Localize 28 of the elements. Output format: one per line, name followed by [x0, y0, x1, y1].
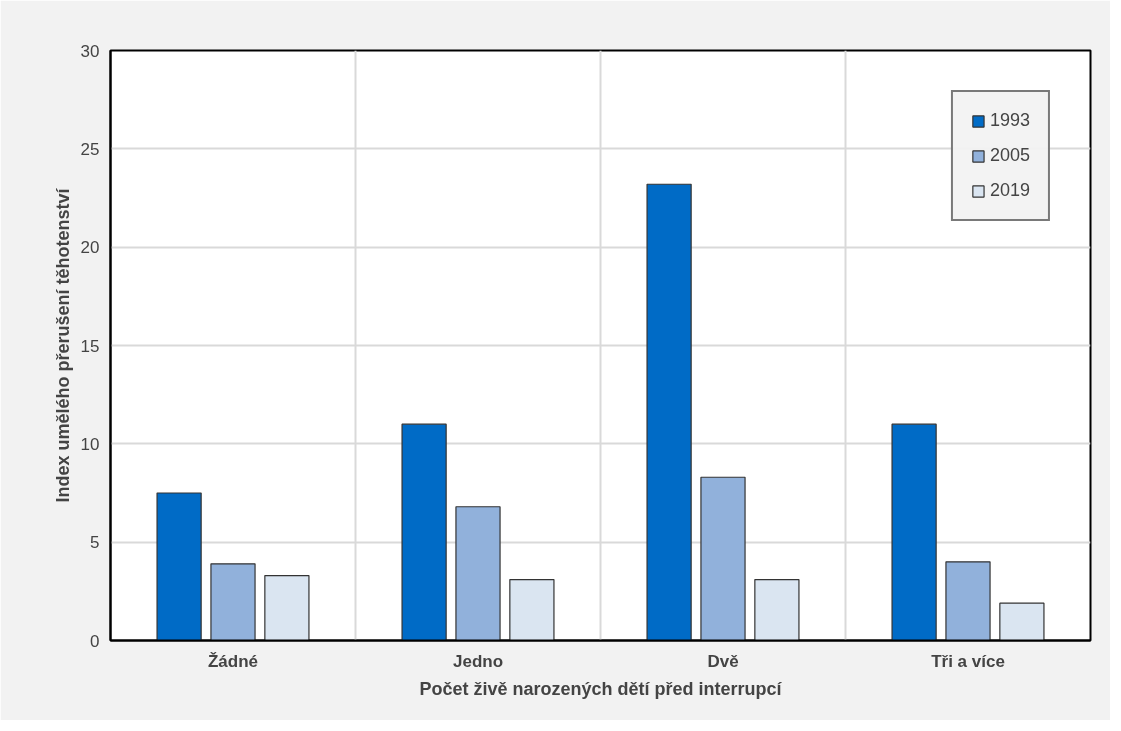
y-tick-label: 20 — [80, 238, 100, 258]
bar — [891, 423, 937, 641]
bar — [210, 563, 256, 641]
x-tick-label: Tři a více — [931, 651, 1005, 671]
y-axis-title: Index umělého přerušení těhotenství — [52, 187, 73, 503]
bar — [945, 561, 991, 641]
y-tick-label: 15 — [80, 336, 100, 356]
bar — [646, 183, 692, 641]
y-tick-label: 10 — [80, 434, 100, 454]
legend-label: 1993 — [989, 110, 1030, 131]
legend-label: 2005 — [989, 145, 1030, 166]
bar — [156, 492, 202, 641]
y-tick-label: 25 — [80, 139, 100, 159]
legend-label: 2019 — [989, 180, 1030, 201]
bar — [999, 602, 1045, 641]
bar — [401, 423, 447, 641]
bar — [509, 578, 555, 641]
y-tick-label: 5 — [90, 533, 100, 553]
y-tick-label: 0 — [90, 631, 100, 651]
bar — [700, 476, 746, 641]
bar — [455, 506, 501, 641]
x-tick-label: Dvě — [707, 651, 739, 671]
bar — [264, 575, 310, 641]
y-tick-label: 30 — [80, 41, 100, 61]
bar — [754, 578, 800, 641]
x-tick-label: Žádné — [207, 651, 259, 671]
x-tick-label: Jedno — [452, 651, 504, 671]
x-axis-title: Počet živě narozených dětí před interrupcí — [419, 678, 783, 699]
